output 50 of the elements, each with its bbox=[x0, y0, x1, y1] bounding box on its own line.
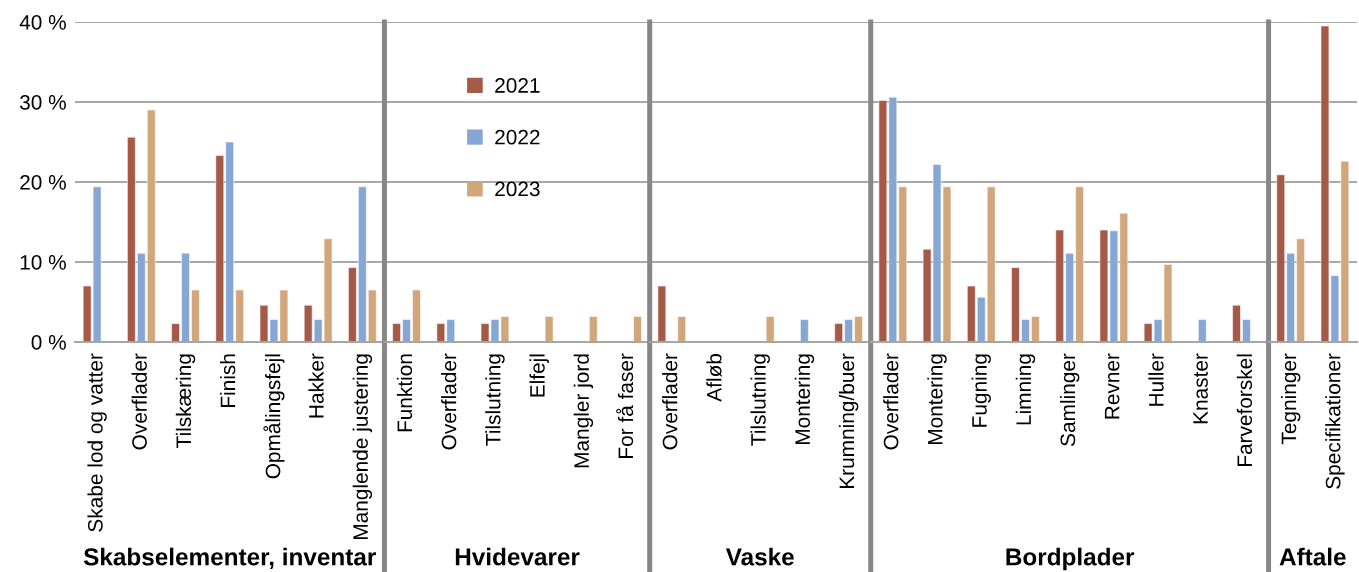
bar bbox=[765, 316, 775, 342]
x-tick-label: Hakker bbox=[308, 353, 324, 418]
x-tick-label: Overflader bbox=[883, 353, 899, 450]
x-tick-label: Samlinger bbox=[1059, 353, 1080, 446]
legend-label: 2022 bbox=[495, 129, 540, 145]
y-tick-label: 10 % bbox=[20, 255, 66, 270]
x-tick-label: Krumning/buer bbox=[838, 353, 859, 489]
x-tick-label: For få faser bbox=[616, 353, 634, 458]
y-tick-label: 20 % bbox=[20, 175, 66, 190]
x-axis-title: Bordplader bbox=[1006, 547, 1135, 571]
bar bbox=[657, 285, 667, 342]
x-tick-label: Limning bbox=[1015, 354, 1036, 425]
legend-label: 2021 bbox=[495, 78, 540, 93]
bar bbox=[589, 316, 598, 342]
x-tick-label: Montering bbox=[794, 354, 815, 445]
x-tick-label: Specifikationer bbox=[1325, 353, 1345, 489]
x-tick-label: Fugning bbox=[971, 354, 991, 427]
x-tick-label: Tilslutning bbox=[485, 354, 505, 446]
x-tick-label: Montering bbox=[927, 354, 947, 445]
x-tick-label: Overflader bbox=[131, 353, 147, 450]
x-axis-title: Vaske bbox=[725, 547, 794, 566]
x-tick-label: Huller bbox=[1148, 353, 1164, 406]
legend-label: 2023 bbox=[495, 181, 540, 197]
bar bbox=[677, 316, 686, 342]
x-tick-label: Finish bbox=[220, 354, 236, 407]
y-tick-label: 40 % bbox=[19, 15, 66, 30]
x-tick-label: Tegninger bbox=[1280, 353, 1301, 445]
x-tick-label: Overflader bbox=[441, 353, 457, 450]
bar bbox=[800, 319, 809, 342]
x-tick-label: Overflader bbox=[662, 353, 678, 450]
x-tick-label: Afløb bbox=[706, 353, 722, 402]
x-tick-label: Revner bbox=[1104, 353, 1120, 419]
x-tick-label: Elfejl bbox=[529, 354, 549, 397]
x-tick-label: Farveforskel bbox=[1236, 354, 1253, 467]
bar bbox=[1198, 319, 1207, 342]
x-tick-label: Manglende justering bbox=[352, 354, 373, 540]
x-axis-title: Hvidevarer bbox=[455, 547, 580, 566]
x-axis-title: Skabselementer, inventar bbox=[83, 547, 376, 570]
y-tick-label: 30 % bbox=[19, 95, 66, 110]
x-tick-label: Skabe lod og vatter bbox=[87, 353, 107, 532]
bar bbox=[544, 316, 554, 342]
x-tick-label: Knaster bbox=[1193, 353, 1208, 424]
x-tick-label: Tilskæring bbox=[175, 354, 196, 448]
x-tick-label: Mangler jord bbox=[573, 354, 594, 468]
x-tick-label: Tilslutning bbox=[750, 354, 770, 446]
bar bbox=[633, 316, 642, 342]
x-axis-title: Aftale bbox=[1279, 547, 1346, 566]
x-tick-label: Opmålingsfejl bbox=[263, 354, 285, 479]
y-tick-label: 0 % bbox=[31, 335, 66, 350]
x-tick-label: Funktion bbox=[396, 354, 413, 432]
